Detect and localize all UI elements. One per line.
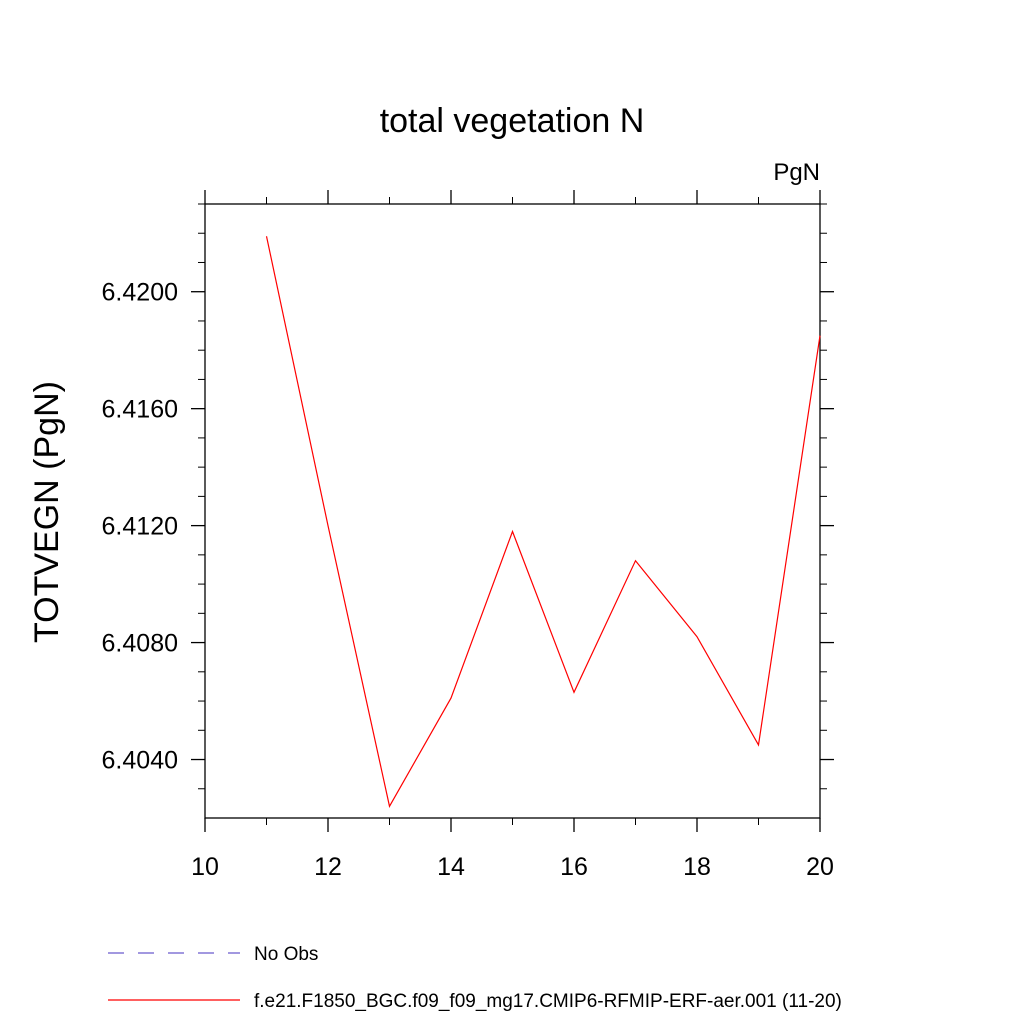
legend-label-0: No Obs xyxy=(254,944,318,965)
series-line-0 xyxy=(265,236,821,808)
axis-ticks xyxy=(191,190,834,832)
x-tick-label: 18 xyxy=(683,853,711,881)
y-tick-label: 6.4040 xyxy=(102,747,178,775)
x-tick-label: 12 xyxy=(314,853,342,881)
x-tick-label: 14 xyxy=(437,853,465,881)
y-tick-label: 6.4080 xyxy=(102,630,178,658)
x-tick-labels: 10 12 14 16 18 20 xyxy=(191,853,834,881)
y-tick-label: 6.4160 xyxy=(102,396,178,424)
y-axis-label: TOTVEGN (PgN) xyxy=(28,381,66,643)
units-label: PgN xyxy=(773,159,820,186)
x-tick-label: 20 xyxy=(806,853,834,881)
legend-label-1: f.e21.F1850_BGC.f09_f09_mg17.CMIP6-RFMIP… xyxy=(254,991,842,1012)
y-tick-labels: 6.4040 6.4080 6.4120 6.4160 6.4200 xyxy=(102,279,178,775)
series-group xyxy=(265,236,821,808)
x-tick-label: 10 xyxy=(191,853,219,881)
x-tick-label: 16 xyxy=(560,853,588,881)
y-tick-label: 6.4200 xyxy=(102,279,178,307)
plot-frame xyxy=(204,203,821,819)
y-tick-label: 6.4120 xyxy=(102,513,178,541)
legend: No Obs f.e21.F1850_BGC.f09_f09_mg17.CMIP6… xyxy=(108,944,842,1012)
chart-title: total vegetation N xyxy=(380,102,645,140)
